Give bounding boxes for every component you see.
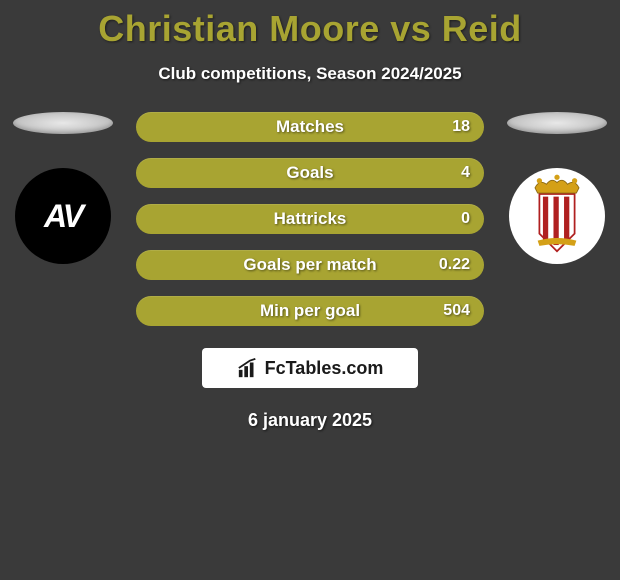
crest-svg <box>513 172 601 260</box>
stat-label: Hattricks <box>274 209 347 229</box>
comparison-row: AV Matches 18 Goals 4 Hattricks 0 Goals … <box>0 112 620 326</box>
stat-bar-matches: Matches 18 <box>136 112 484 142</box>
date-label: 6 january 2025 <box>0 410 620 431</box>
right-club-column <box>502 112 612 264</box>
left-club-column: AV <box>8 112 118 264</box>
chart-icon <box>237 357 259 379</box>
stats-column: Matches 18 Goals 4 Hattricks 0 Goals per… <box>136 112 484 326</box>
stat-label: Matches <box>276 117 344 137</box>
stat-bar-goals-per-match: Goals per match 0.22 <box>136 250 484 280</box>
stat-value: 4 <box>461 164 470 182</box>
brand-text: FcTables.com <box>265 358 384 379</box>
left-club-crest: AV <box>15 168 111 264</box>
player-shadow-left <box>13 112 113 134</box>
left-crest-initials: AV <box>44 198 82 235</box>
brand-box[interactable]: FcTables.com <box>202 348 418 388</box>
stat-label: Goals <box>286 163 333 183</box>
player-shadow-right <box>507 112 607 134</box>
stat-value: 0 <box>461 210 470 228</box>
stat-bar-hattricks: Hattricks 0 <box>136 204 484 234</box>
stat-bar-goals: Goals 4 <box>136 158 484 188</box>
subtitle: Club competitions, Season 2024/2025 <box>0 64 620 84</box>
stat-value: 18 <box>452 118 470 136</box>
stat-value: 0.22 <box>439 256 470 274</box>
page-title: Christian Moore vs Reid <box>0 8 620 50</box>
right-club-crest <box>509 168 605 264</box>
stat-bar-min-per-goal: Min per goal 504 <box>136 296 484 326</box>
stat-label: Goals per match <box>243 255 376 275</box>
stat-label: Min per goal <box>260 301 360 321</box>
stat-value: 504 <box>443 302 470 320</box>
